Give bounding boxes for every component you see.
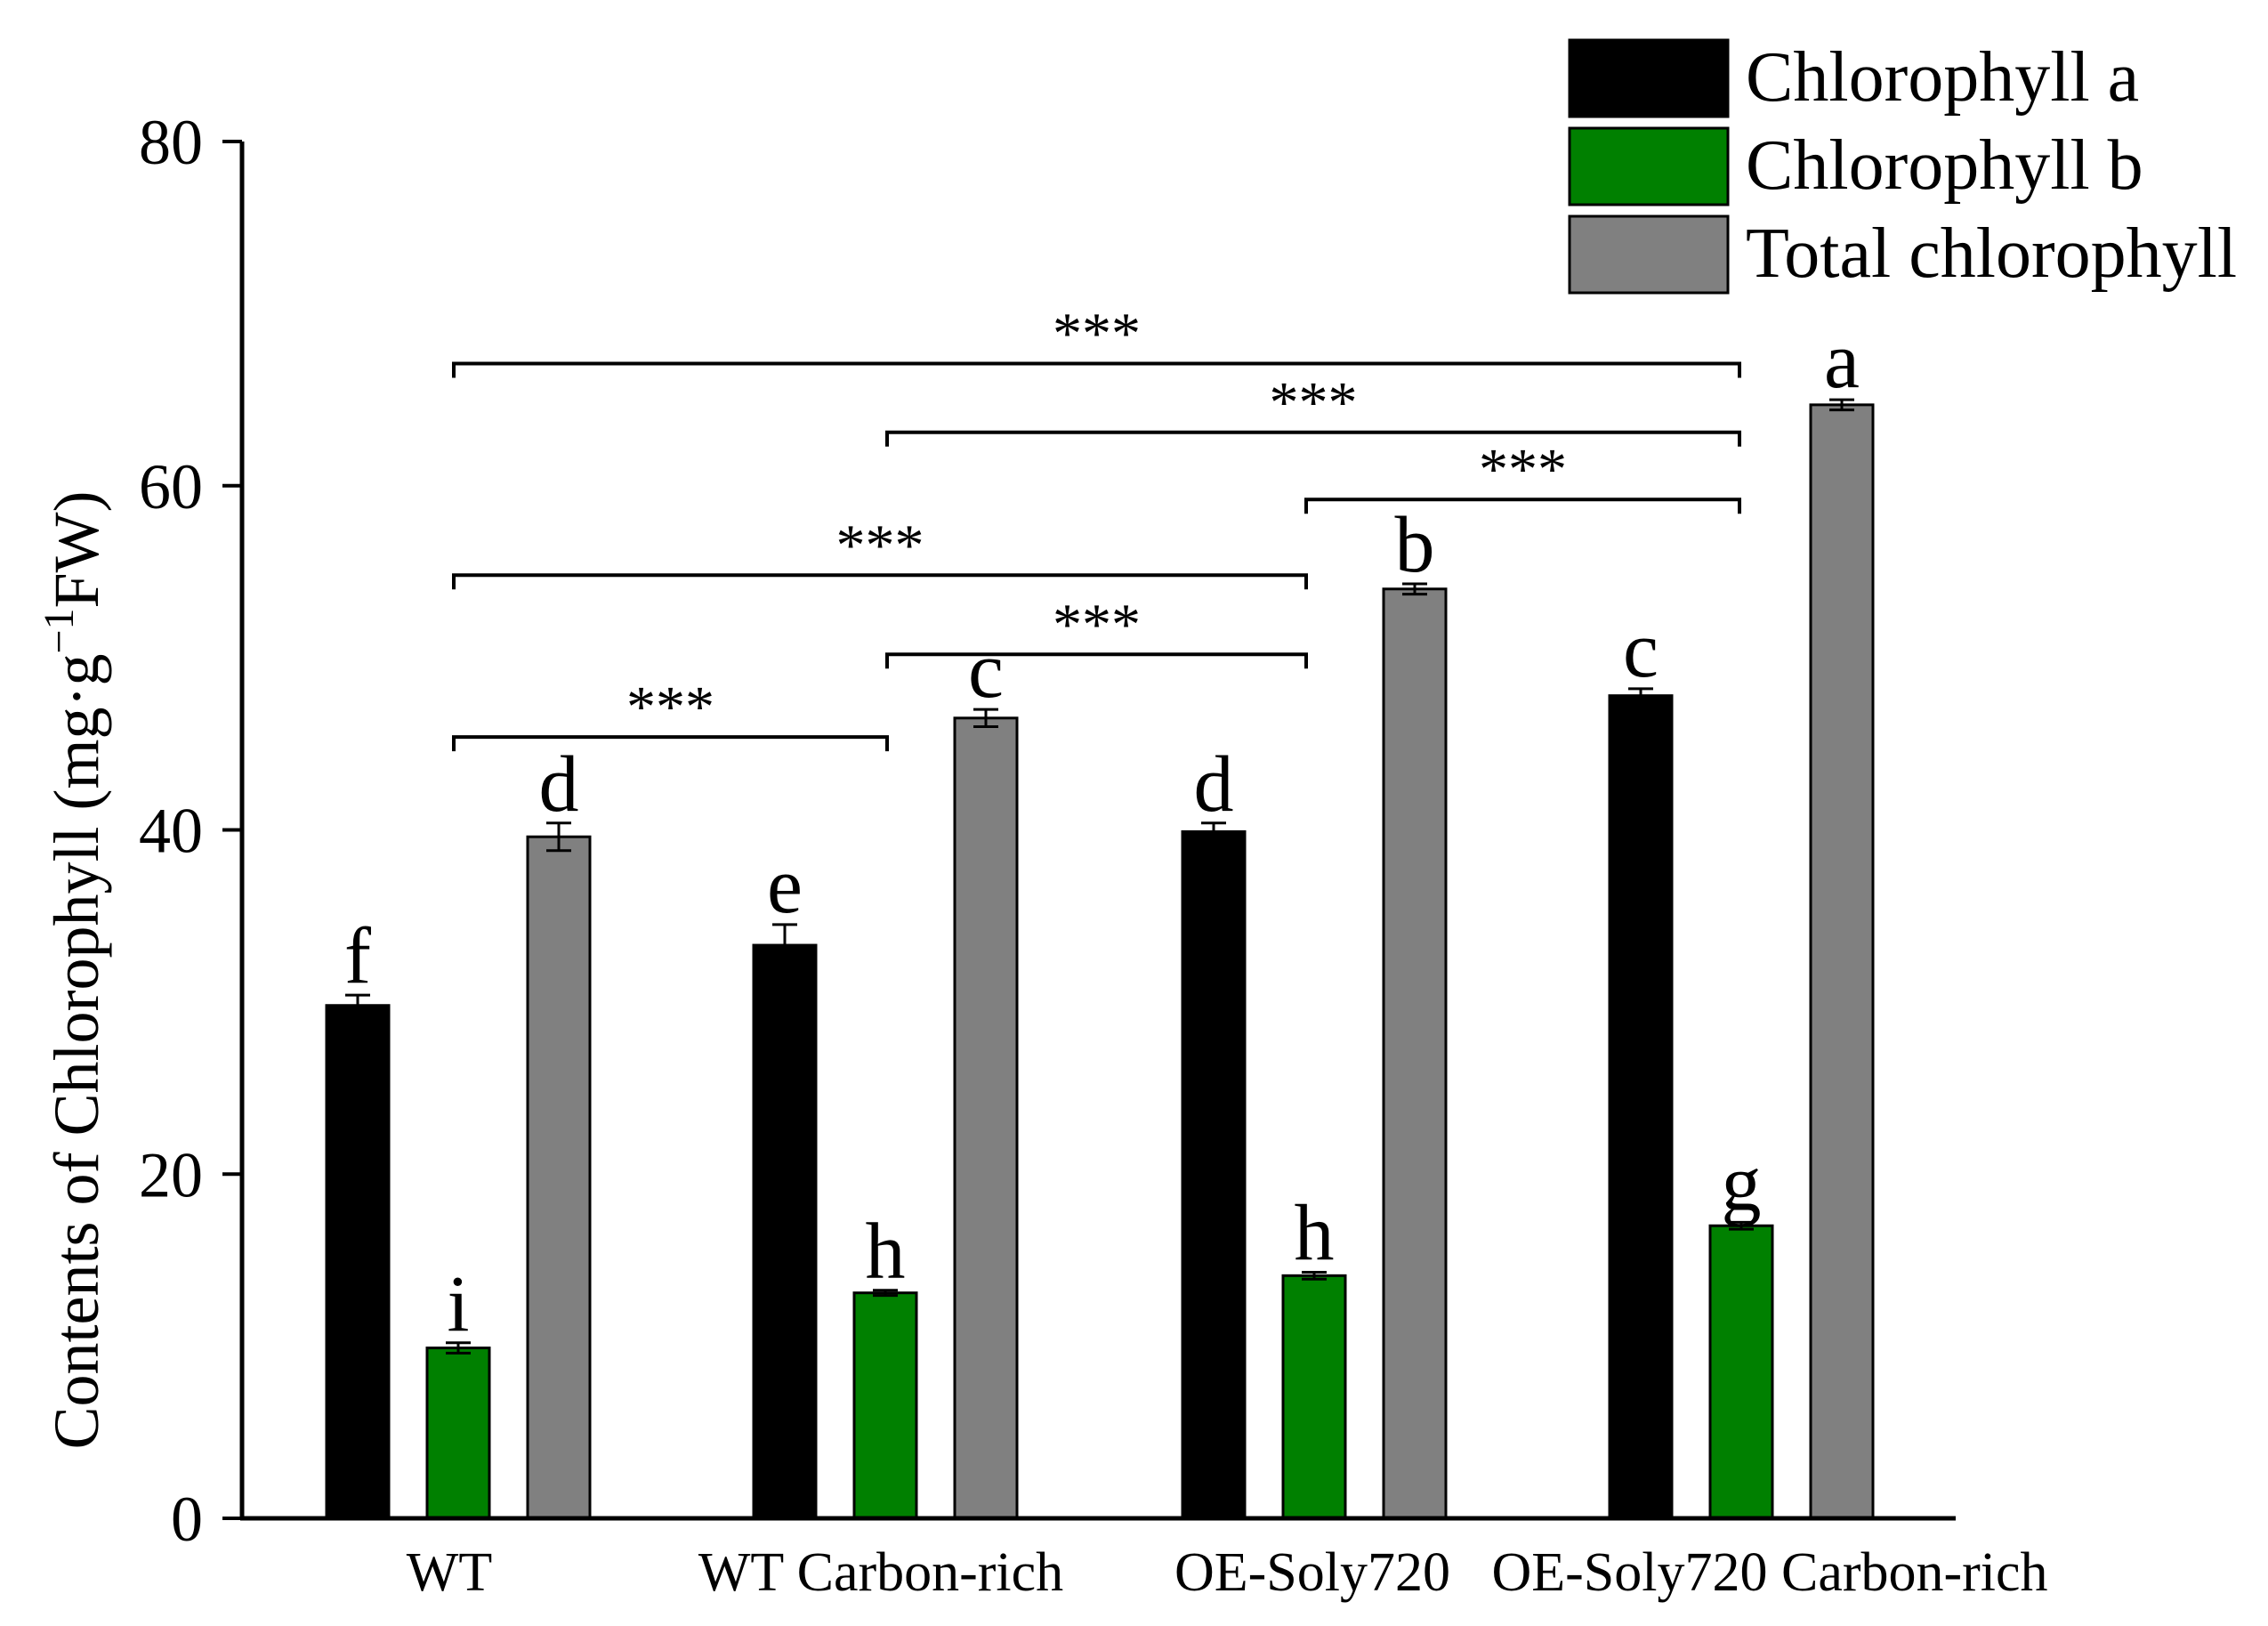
x-category-labels: WT WT Carbon-rich OE-Soly720 OE-Soly720 Car…	[407, 1542, 2048, 1603]
sig-letter-0-0: f	[344, 912, 371, 1000]
sig-bracket-1	[885, 652, 1308, 669]
y-axis-title-main: Contents of Chlorophyll (mg·g	[41, 654, 112, 1450]
sig-letter-2-0: d	[539, 740, 579, 829]
bar-1-2	[1281, 1274, 1347, 1520]
legend-swatch-0	[1568, 38, 1730, 118]
legend: Chlorophyll a Chlorophyll b Total chloroph…	[1568, 38, 2237, 295]
bar-0-1	[752, 943, 818, 1520]
sig-letter-1-0: i	[447, 1260, 469, 1348]
bar-0-2	[1181, 829, 1247, 1520]
y-tick-label-40: 40	[139, 796, 203, 867]
legend-label-1: Chlorophyll b	[1746, 126, 2143, 205]
sig-stars-0: ***	[626, 675, 714, 740]
sig-stars-3: ***	[1479, 437, 1567, 502]
bar-2-2	[1382, 587, 1448, 1520]
y-ticks: 0 20 40 60 80	[139, 107, 242, 1555]
significance-layer: *** *** *** *** *** ***	[452, 301, 1741, 752]
sig-letter-2-3: a	[1824, 317, 1860, 405]
bar-2-0	[526, 835, 592, 1520]
bar-1-3	[1708, 1224, 1774, 1520]
sig-bracket-2	[452, 573, 1308, 590]
y-tick-label-20: 20	[139, 1139, 203, 1210]
y-axis-title-superscript: −1	[36, 608, 83, 653]
bar-2-3	[1809, 403, 1875, 1520]
bar-0-3	[1608, 694, 1674, 1520]
sig-bracket-5	[452, 361, 1741, 378]
sig-letter-2-1: c	[968, 627, 1004, 715]
sig-letter-2-2: b	[1395, 501, 1435, 589]
legend-label-2: Total chlorophyll	[1746, 214, 2237, 293]
x-category-label-0: WT	[407, 1542, 492, 1603]
x-category-label-1: WT Carbon-rich	[698, 1542, 1063, 1603]
bar-2-1	[953, 716, 1019, 1520]
sig-letter-0-1: e	[767, 842, 803, 930]
legend-swatch-2	[1568, 214, 1730, 295]
x-category-label-2: OE-Soly720	[1174, 1542, 1450, 1603]
y-axis-title: Contents of Chlorophyll (mg·g−1FW)	[36, 490, 112, 1449]
bars-layer: f e d c i h h g d c b a	[325, 317, 1875, 1520]
sig-stars-4: ***	[1270, 370, 1358, 435]
sig-stars-5: ***	[1053, 301, 1141, 366]
sig-letter-0-3: c	[1623, 606, 1659, 694]
y-axis-title-tail: FW)	[41, 490, 112, 608]
sig-letter-0-2: d	[1194, 740, 1234, 829]
legend-swatch-1	[1568, 126, 1730, 206]
x-category-label-3: OE-Soly720 Carbon-rich	[1491, 1542, 2047, 1603]
sig-letter-1-1: h	[866, 1208, 906, 1296]
sig-bracket-4	[885, 430, 1741, 447]
sig-letter-1-2: h	[1295, 1189, 1335, 1277]
legend-label-0: Chlorophyll a	[1746, 38, 2139, 117]
bar-1-0	[425, 1347, 491, 1520]
sig-stars-1: ***	[1053, 592, 1141, 657]
sig-bracket-3	[1304, 498, 1741, 514]
y-tick-label-80: 80	[139, 107, 203, 178]
sig-letter-1-3: g	[1722, 1139, 1762, 1227]
sig-stars-2: ***	[836, 513, 924, 578]
y-tick-label-60: 60	[139, 451, 203, 522]
bar-0-0	[325, 1004, 391, 1520]
y-tick-label-0: 0	[171, 1484, 203, 1555]
sig-bracket-0	[452, 735, 889, 752]
bar-1-1	[852, 1291, 918, 1520]
